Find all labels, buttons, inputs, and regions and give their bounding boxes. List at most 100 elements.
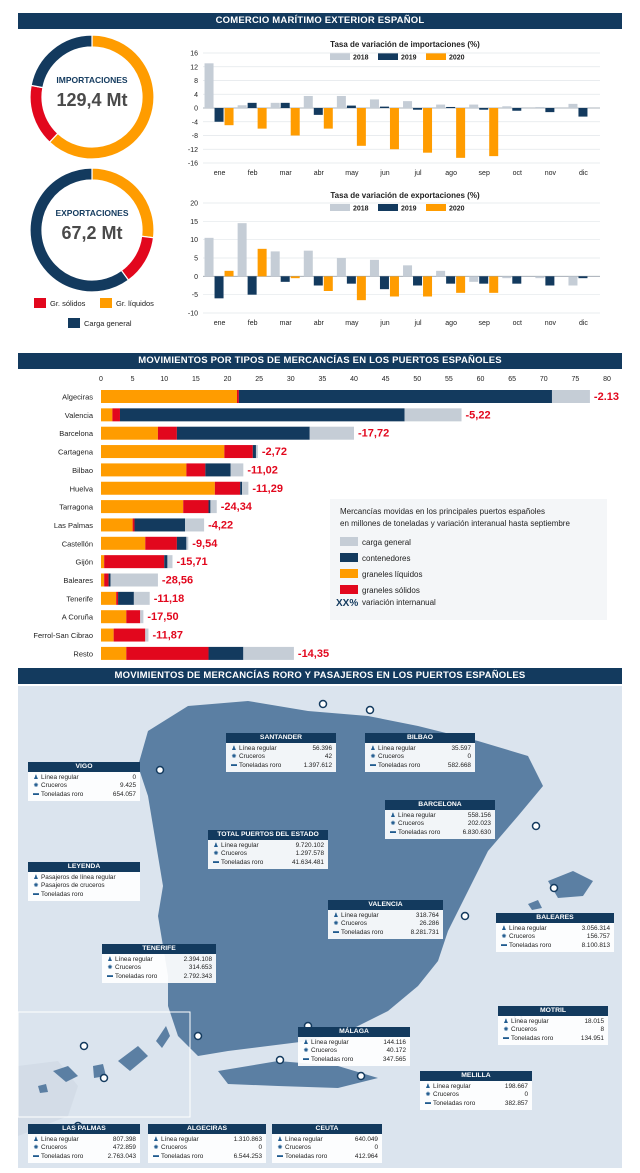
x-tick-label: ago xyxy=(445,170,457,177)
port-box: BARCELONA ♟ Línea regular 558.156 ✺ Cruceros 2… xyxy=(385,800,495,839)
truck-icon: ▬ xyxy=(503,1035,509,1042)
row-value: 314.653 xyxy=(188,964,212,972)
row-value: 582.668 xyxy=(447,761,471,769)
port-marker xyxy=(193,1031,203,1041)
row-label: Línea regular xyxy=(285,1135,323,1143)
x-tick-label: oct xyxy=(513,170,522,177)
cruise-icon: ✺ xyxy=(107,965,113,972)
legend-swatch xyxy=(426,204,446,211)
x-tick-label: 70 xyxy=(540,376,548,383)
port-box: TOTAL PUERTOS DEL ESTADO ♟ Línea regular 9.… xyxy=(208,830,328,869)
bar xyxy=(369,259,379,277)
x-tick-label: 25 xyxy=(255,376,263,383)
stack-bar xyxy=(238,390,552,403)
bar xyxy=(303,95,313,108)
truck-icon: ▬ xyxy=(501,942,507,949)
stack-bar xyxy=(101,646,127,660)
change-label: -14,35 xyxy=(298,648,329,660)
bar xyxy=(336,95,346,108)
passengers-icon: ♟ xyxy=(33,1136,39,1143)
passengers-icon: ♟ xyxy=(107,956,113,963)
row-label: Toneladas roro xyxy=(161,1152,204,1160)
section-title-roro: MOVIMIENTOS DE MERCANCÍAS RORO Y PASAJER… xyxy=(18,668,622,684)
change-label: -11,29 xyxy=(252,483,283,495)
bar xyxy=(512,276,522,284)
x-tick-label: mar xyxy=(280,320,293,327)
row-value: 6.544.253 xyxy=(233,1152,262,1160)
row-label: Línea regular xyxy=(511,1017,549,1025)
stack-bar xyxy=(164,555,168,569)
map-legend-item: ✺ Pasajeros de cruceros xyxy=(31,882,136,891)
legend-swatch xyxy=(340,553,358,562)
y-tick-label: 12 xyxy=(190,64,198,71)
pie-slice xyxy=(29,167,130,293)
cruise-icon: ✺ xyxy=(390,821,396,828)
port-marker xyxy=(79,1041,89,1051)
stack-bar xyxy=(205,463,231,477)
truck-icon: ▬ xyxy=(277,1153,283,1160)
truck-icon: ▬ xyxy=(425,1100,431,1107)
bar xyxy=(270,251,280,277)
x-tick-label: sep xyxy=(479,320,490,327)
map-legend-item: ▬ Toneladas roro xyxy=(31,890,136,899)
bar xyxy=(323,108,333,129)
change-label: -17,50 xyxy=(147,611,178,623)
bar xyxy=(568,276,578,286)
stack-bar xyxy=(126,646,209,660)
row-label: Toneladas roro xyxy=(285,1152,328,1160)
row-label: Línea regular xyxy=(378,744,416,752)
x-tick-label: abr xyxy=(314,320,325,327)
port-row-toneladas: ▬ Toneladas roro 654.057 xyxy=(31,790,136,799)
y-tick-label: 15 xyxy=(190,219,198,226)
port-row-regular: ♟ Línea regular 0 xyxy=(31,773,136,782)
stack-bar xyxy=(108,573,111,587)
passengers-icon: ♟ xyxy=(425,1083,431,1090)
row-value: 202.023 xyxy=(467,820,491,828)
stack-bar xyxy=(101,573,105,587)
cruise-icon: ✺ xyxy=(501,934,507,941)
cruise-icon: ✺ xyxy=(370,754,376,761)
row-label: Cruceros xyxy=(433,1091,459,1099)
row-value: 3.056.314 xyxy=(581,924,610,932)
legend-label: 2018 xyxy=(353,206,369,213)
legend-swatch xyxy=(426,53,446,60)
x-tick-label: dic xyxy=(579,170,588,177)
truck-icon: ▬ xyxy=(303,1056,309,1063)
truck-icon: ▬ xyxy=(33,891,39,898)
row-value: 412.964 xyxy=(354,1152,378,1160)
bar xyxy=(502,276,512,279)
stack-bar xyxy=(240,481,243,495)
port-label: Gijón xyxy=(75,558,93,567)
bar xyxy=(247,102,257,108)
bar xyxy=(389,276,399,297)
port-label: Baleares xyxy=(63,576,93,585)
stack-bar xyxy=(101,426,158,440)
row-label: Toneladas roro xyxy=(115,972,158,980)
bar xyxy=(346,276,356,284)
row-label: Cruceros xyxy=(511,1026,537,1034)
bar xyxy=(423,108,433,153)
stack-bar xyxy=(157,426,177,440)
cruise-icon: ✺ xyxy=(231,754,237,761)
bar xyxy=(224,270,234,277)
bar xyxy=(257,108,267,129)
port-row-toneladas: ▬ Toneladas roro 582.668 xyxy=(368,761,471,770)
y-tick-label: 0 xyxy=(194,274,198,281)
passengers-icon: ♟ xyxy=(277,1136,283,1143)
stack-bar xyxy=(101,408,113,422)
stack-bar xyxy=(236,390,239,403)
stack-bar xyxy=(101,591,117,605)
row-value: 18.015 xyxy=(584,1017,604,1025)
row-label: Toneladas roro xyxy=(398,828,441,836)
port-row-regular: ♟ Línea regular 56.396 xyxy=(229,744,332,753)
port-row-cruceros: ✺ Cruceros 202.023 xyxy=(388,820,491,829)
section-title-comercio: COMERCIO MARÍTIMO EXTERIOR ESPAÑOL xyxy=(18,13,622,29)
row-value: 0 xyxy=(467,753,471,761)
port-row-toneladas: ▬ Toneladas roro 41.634.481 xyxy=(211,858,324,867)
port-row-toneladas: ▬ Toneladas roro 1.397.612 xyxy=(229,761,332,770)
y-tick-label: -4 xyxy=(192,119,198,126)
row-value: 382.857 xyxy=(504,1099,528,1107)
row-value: 8.281.731 xyxy=(410,928,439,936)
stack-bar xyxy=(167,555,173,569)
row-value: 472.859 xyxy=(112,1144,136,1152)
